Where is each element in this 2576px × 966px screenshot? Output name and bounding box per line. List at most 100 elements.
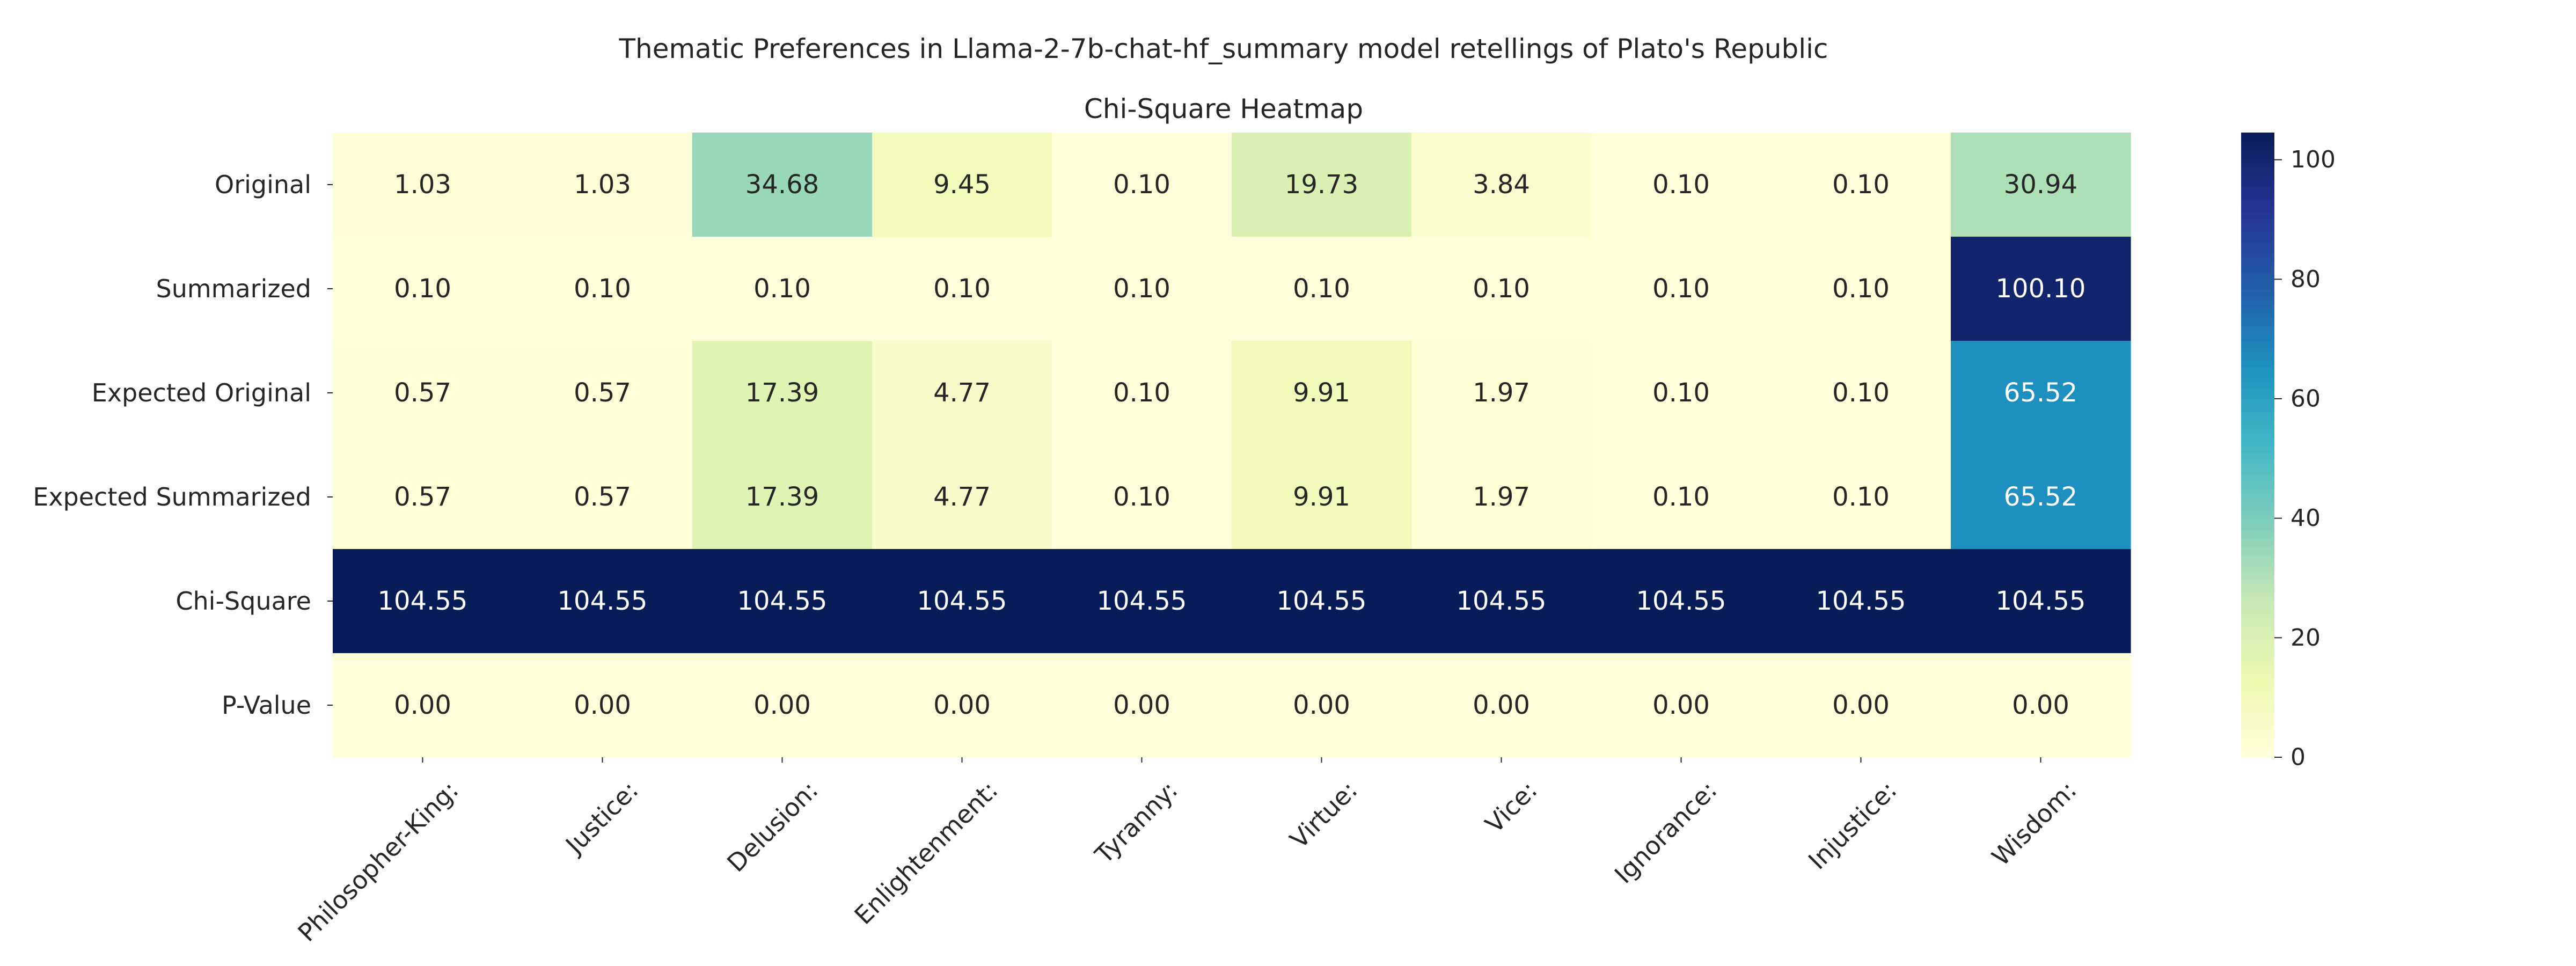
cell-value-label: 30.94 [2004,170,2077,200]
column-label: Injustice: [1803,775,1902,875]
colorbar-tick-label: 0 [2290,744,2306,771]
cell-value-label: 0.10 [1113,170,1170,200]
cell-value-label: 0.10 [1832,170,1890,200]
heatmap-cell [692,549,873,654]
heatmap-cell [1951,237,2131,341]
column-label: Tyranny: [1089,775,1183,869]
cell-value-label: 0.57 [394,378,451,408]
heatmap-cell [872,445,1052,550]
cell-value-label: 0.00 [1293,690,1350,720]
heatmap-cell [692,133,873,237]
cell-value-label: 104.55 [1277,586,1367,616]
heatmap-cell [1232,653,1412,758]
heatmap-cell [1591,237,1772,341]
colorbar-tick-label: 100 [2290,146,2336,173]
heatmap-cell [333,549,513,654]
heatmap-cell [513,445,693,550]
heatmap-cell [333,445,513,550]
heatmap-cell [1951,133,2131,237]
heatmap-cell [1771,653,1951,758]
heatmap-cell [1052,237,1232,341]
row-label: Original [215,170,311,199]
cell-value-label: 0.57 [574,482,631,512]
heatmap-cell [1232,549,1412,654]
heatmap-cell [513,549,693,654]
heatmap-cell [1411,133,1592,237]
heatmap-cell [1591,653,1772,758]
cell-value-label: 104.55 [1457,586,1547,616]
heatmap-cell [1771,549,1951,654]
heatmap-cell [1232,133,1412,237]
cell-value-label: 0.10 [1293,274,1350,304]
heatmap-cell [1951,445,2131,550]
heatmap-cell [1771,237,1951,341]
heatmap-cell [1052,549,1232,654]
cell-value-label: 34.68 [745,170,819,200]
heatmap-cell [513,341,693,445]
colorbar-tick-label: 20 [2290,624,2321,652]
heatmap-cell [1591,341,1772,445]
cell-value-label: 9.45 [933,170,991,200]
cell-value-label: 0.00 [933,690,991,720]
colorbar-tick-label: 80 [2290,266,2321,293]
heatmap-cell [1771,341,1951,445]
colorbar [2241,133,2274,757]
cell-value-label: 0.10 [394,274,451,304]
cell-value-label: 1.97 [1473,378,1530,408]
cell-value-label: 1.03 [394,170,451,200]
heatmap-cell [1232,237,1412,341]
cell-value-label: 0.10 [1113,482,1170,512]
cell-value-label: 19.73 [1285,170,1358,200]
cell-value-label: 0.10 [1832,378,1890,408]
heatmap-cell [1411,341,1592,445]
cell-value-label: 0.10 [1113,378,1170,408]
column-label: Delusion: [721,775,823,877]
cell-value-label: 4.77 [933,482,991,512]
heatmap-cell [1411,237,1592,341]
cell-value-label: 0.00 [394,690,451,720]
column-label: Justice: [559,775,644,860]
cell-value-label: 0.00 [753,690,811,720]
heatmap-cell [333,653,513,758]
cell-value-label: 65.52 [2004,378,2077,408]
cell-value-label: 0.10 [1652,274,1710,304]
cell-value-label: 100.10 [1996,274,2086,304]
row-label: Expected Original [92,378,311,407]
heatmap-cell [692,341,873,445]
column-label: Virtue: [1284,775,1363,854]
heatmap-cell [1591,133,1772,237]
heatmap-cell [333,237,513,341]
cell-value-label: 0.10 [1473,274,1530,304]
heatmap-cell [1951,653,2131,758]
cell-value-label: 104.55 [737,586,828,616]
row-label: Chi-Square [175,587,311,616]
cell-value-label: 0.10 [1652,378,1710,408]
cell-value-label: 0.10 [1832,274,1890,304]
row-label: P-Value [222,691,311,720]
heatmap-cell [1052,341,1232,445]
heatmap-cell [692,237,873,341]
heatmap-cell [1052,133,1232,237]
cell-value-label: 0.00 [574,690,631,720]
heatmap-cell [1591,549,1772,654]
cell-value-label: 65.52 [2004,482,2077,512]
cell-value-label: 3.84 [1473,170,1530,200]
heatmap-cell [872,653,1052,758]
heatmap-cell [1411,445,1592,550]
cell-value-label: 0.10 [1652,170,1710,200]
cell-value-label: 0.10 [753,274,811,304]
heatmap-cell [1052,445,1232,550]
cell-value-label: 0.57 [574,378,631,408]
heatmap-cell [1591,445,1772,550]
column-label: Ignorance: [1609,775,1723,889]
cell-value-label: 17.39 [745,378,819,408]
chart-title: Chi-Square Heatmap [1084,93,1364,125]
column-label: Vice: [1480,775,1543,839]
cell-value-label: 104.55 [1636,586,1726,616]
cell-value-label: 0.10 [933,274,991,304]
heatmap-cell [1411,653,1592,758]
cell-value-label: 1.97 [1473,482,1530,512]
column-label: Wisdom: [1986,775,2082,872]
column-label: Philosopher-King: [292,775,464,947]
heatmap-cell [513,237,693,341]
